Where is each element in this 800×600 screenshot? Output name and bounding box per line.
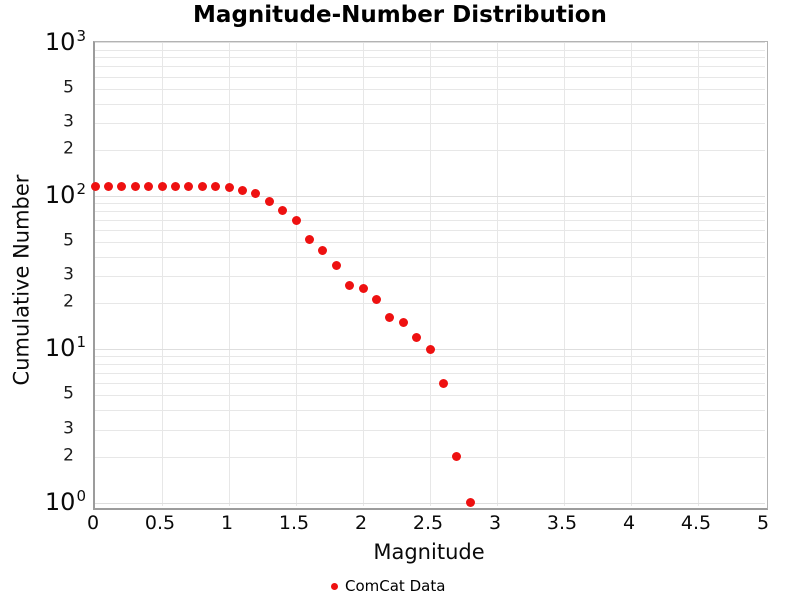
data-point (157, 182, 167, 192)
legend-label: ComCat Data (345, 577, 446, 595)
y-tick-label: 3 (63, 111, 74, 132)
gridline-horizontal (95, 242, 765, 244)
gridline-vertical (161, 42, 163, 506)
gridline-horizontal (95, 149, 765, 151)
x-tick-label: 3.5 (546, 512, 578, 534)
gridline-horizontal (95, 49, 765, 51)
y-tick-label: 5 (63, 230, 74, 251)
gridline-vertical (630, 42, 632, 506)
gridline-horizontal (95, 42, 765, 44)
gridline-vertical (429, 42, 431, 506)
x-tick-label: 1 (220, 512, 234, 534)
x-tick-label: 2.5 (412, 512, 444, 534)
data-point (425, 344, 435, 354)
gridline-horizontal (95, 276, 765, 278)
data-point (358, 283, 368, 293)
y-tick-label: 3 (63, 418, 74, 438)
data-point (224, 182, 234, 192)
data-point (385, 313, 395, 323)
data-point (452, 452, 462, 462)
gridline-horizontal (95, 122, 765, 124)
gridline-horizontal (95, 356, 765, 358)
gridline-horizontal (95, 103, 765, 105)
data-point (117, 182, 127, 192)
data-point (304, 234, 314, 244)
data-point (251, 189, 261, 199)
gridline-vertical (563, 42, 565, 506)
x-tick-label: 3 (488, 512, 502, 534)
gridline-horizontal (95, 76, 765, 78)
gridline-horizontal (95, 383, 765, 385)
gridline-horizontal (95, 256, 765, 258)
y-tick-label: 2 (63, 445, 74, 466)
data-point (412, 332, 422, 342)
x-axis-title: Magnitude (373, 540, 485, 564)
x-tick-label: 0.5 (144, 512, 176, 534)
y-tick-label: 102 (44, 179, 86, 209)
gridline-horizontal (95, 410, 765, 412)
gridline-horizontal (95, 373, 765, 375)
data-point (371, 295, 381, 305)
data-point (465, 498, 475, 508)
y-tick-label: 101 (44, 333, 86, 363)
data-point (291, 216, 301, 226)
legend: ComCat Data (331, 578, 445, 595)
gridline-vertical (697, 42, 699, 506)
gridline-horizontal (95, 88, 765, 90)
data-point (237, 185, 247, 195)
gridline-horizontal (95, 210, 765, 212)
data-point (345, 281, 355, 291)
data-point (318, 246, 328, 256)
y-axis-title: Cumulative Number (9, 174, 34, 386)
data-point (331, 261, 341, 271)
gridline-horizontal (95, 364, 765, 366)
gridline-horizontal (95, 456, 765, 458)
data-point (144, 182, 154, 192)
data-point (197, 182, 207, 192)
data-point (264, 196, 274, 206)
data-point (103, 182, 113, 192)
y-tick-label: 2 (63, 291, 74, 312)
data-point (170, 182, 180, 192)
x-tick-label: 4.5 (680, 512, 712, 534)
gridline-vertical (295, 42, 297, 506)
data-point (184, 182, 194, 192)
data-point (130, 182, 140, 192)
y-tick-label: 3 (63, 264, 74, 285)
data-point (438, 378, 448, 388)
gridline-vertical (362, 42, 364, 506)
data-point (211, 182, 221, 192)
data-point (278, 206, 288, 216)
data-point (90, 182, 100, 192)
gridline-horizontal (95, 395, 765, 397)
data-point (398, 317, 408, 327)
x-tick-label: 5 (756, 512, 770, 534)
gridline-vertical (228, 42, 230, 506)
gridline-horizontal (95, 303, 765, 305)
y-tick-label: 5 (63, 77, 74, 98)
x-tick-label: 1.5 (278, 512, 310, 534)
y-tick-label: 100 (44, 486, 86, 516)
gridline-horizontal (95, 195, 765, 197)
gridline-vertical (496, 42, 498, 506)
chart-title: Magnitude-Number Distribution (193, 2, 607, 28)
gridline-horizontal (95, 229, 765, 231)
gridline-horizontal (95, 202, 765, 204)
gridline-horizontal (95, 429, 765, 431)
y-tick-label: 103 (44, 26, 86, 56)
x-tick-label: 0 (86, 512, 100, 534)
plot-area (90, 41, 768, 510)
gridline-horizontal (95, 57, 765, 59)
x-tick-label: 4 (622, 512, 636, 534)
legend-marker-icon (331, 583, 338, 590)
y-tick-label: 2 (63, 138, 74, 159)
y-tick-label: 5 (63, 383, 74, 404)
x-tick-label: 2 (354, 512, 368, 534)
gridline-horizontal (95, 219, 765, 221)
gridline-horizontal (95, 66, 765, 68)
gridline-horizontal (95, 502, 765, 504)
